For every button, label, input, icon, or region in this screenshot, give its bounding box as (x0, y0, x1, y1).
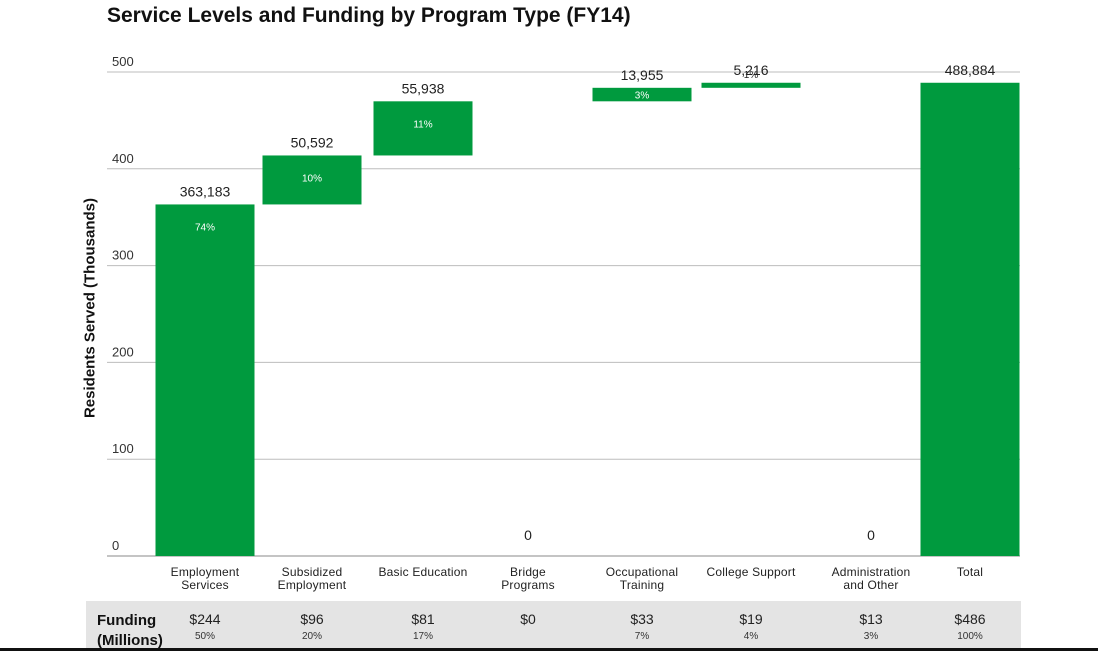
bar (373, 101, 473, 156)
y-tick-label: 200 (112, 344, 134, 359)
percent-label: 10% (302, 173, 322, 184)
x-tick-label: Bridge Programs (501, 565, 555, 592)
funding-amount: $0 (520, 611, 536, 627)
y-tick-label: 500 (112, 54, 134, 69)
funding-amount: $13 (859, 611, 883, 627)
bar (920, 82, 1020, 556)
funding-percent: 4% (743, 631, 759, 642)
waterfall-chart: 0 100 200 300 400 500 363,183 74% 50,592 10% 55,93… (107, 54, 1020, 557)
bar (262, 155, 362, 205)
funding-amount: $244 (189, 611, 221, 627)
funding-percent: 17% (412, 631, 433, 642)
data-label: 363,183 (180, 183, 231, 199)
x-tick-label: College Support (706, 565, 796, 579)
bottom-rule (0, 648, 1098, 651)
x-tick-label: Occupational Training (605, 565, 679, 592)
x-tick-label: Employment Services (170, 565, 240, 592)
chart-title: Service Levels and Funding by Program Ty… (107, 4, 631, 27)
x-tick-label: Administration and Other (831, 565, 911, 592)
funding-percent: 7% (634, 631, 650, 642)
funding-percent: 50% (194, 631, 215, 642)
data-label: 5,216 (733, 62, 768, 78)
data-label: 488,884 (945, 62, 996, 78)
funding-amount: $96 (300, 611, 324, 627)
data-label: 0 (524, 527, 532, 543)
percent-label: 11% (413, 119, 432, 130)
funding-percent: 3% (863, 631, 879, 642)
funding-amount: $33 (630, 611, 654, 627)
funding-amount: $486 (954, 611, 986, 627)
funding-percent: 100% (957, 631, 983, 642)
y-tick-label: 400 (112, 151, 134, 166)
data-label: 50,592 (291, 134, 334, 150)
funding-percent: 20% (301, 631, 322, 642)
x-tick-label: Basic Education (378, 565, 468, 579)
percent-label: 1% (744, 70, 759, 81)
bar (155, 204, 255, 557)
percent-label: 3% (635, 91, 650, 102)
data-label: 55,938 (402, 80, 445, 96)
x-tick-label: Total (956, 565, 984, 579)
bar (592, 87, 692, 102)
data-label: 0 (867, 527, 875, 543)
funding-label: Funding (Millions) (97, 612, 163, 649)
y-tick-label: 0 (112, 538, 119, 553)
funding-amount: $81 (411, 611, 435, 627)
percent-label: 74% (195, 222, 215, 233)
data-label: 13,955 (621, 67, 664, 83)
y-tick-label: 100 (112, 441, 134, 456)
x-tick-label: Subsidized Employment (277, 565, 347, 592)
funding-amount: $19 (739, 611, 763, 627)
funding-band (86, 601, 1021, 650)
bar (701, 82, 801, 88)
y-tick-label: 300 (112, 248, 134, 263)
